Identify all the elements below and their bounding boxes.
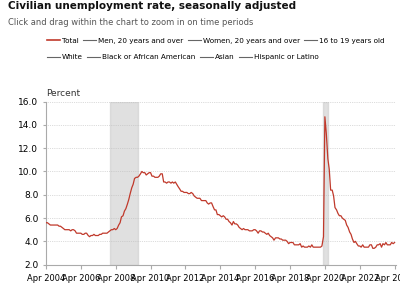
Bar bbox=[110, 102, 138, 265]
Text: Click and drag within the chart to zoom in on time periods: Click and drag within the chart to zoom … bbox=[8, 18, 253, 27]
Text: Civilian unemployment rate, seasonally adjusted: Civilian unemployment rate, seasonally a… bbox=[8, 1, 296, 11]
Legend: White, Black or African American, Asian, Hispanic or Latino: White, Black or African American, Asian,… bbox=[44, 51, 322, 63]
Legend: Total, Men, 20 years and over, Women, 20 years and over, 16 to 19 years old: Total, Men, 20 years and over, Women, 20… bbox=[44, 35, 388, 47]
Bar bbox=[324, 102, 328, 265]
Text: Percent: Percent bbox=[46, 89, 80, 98]
